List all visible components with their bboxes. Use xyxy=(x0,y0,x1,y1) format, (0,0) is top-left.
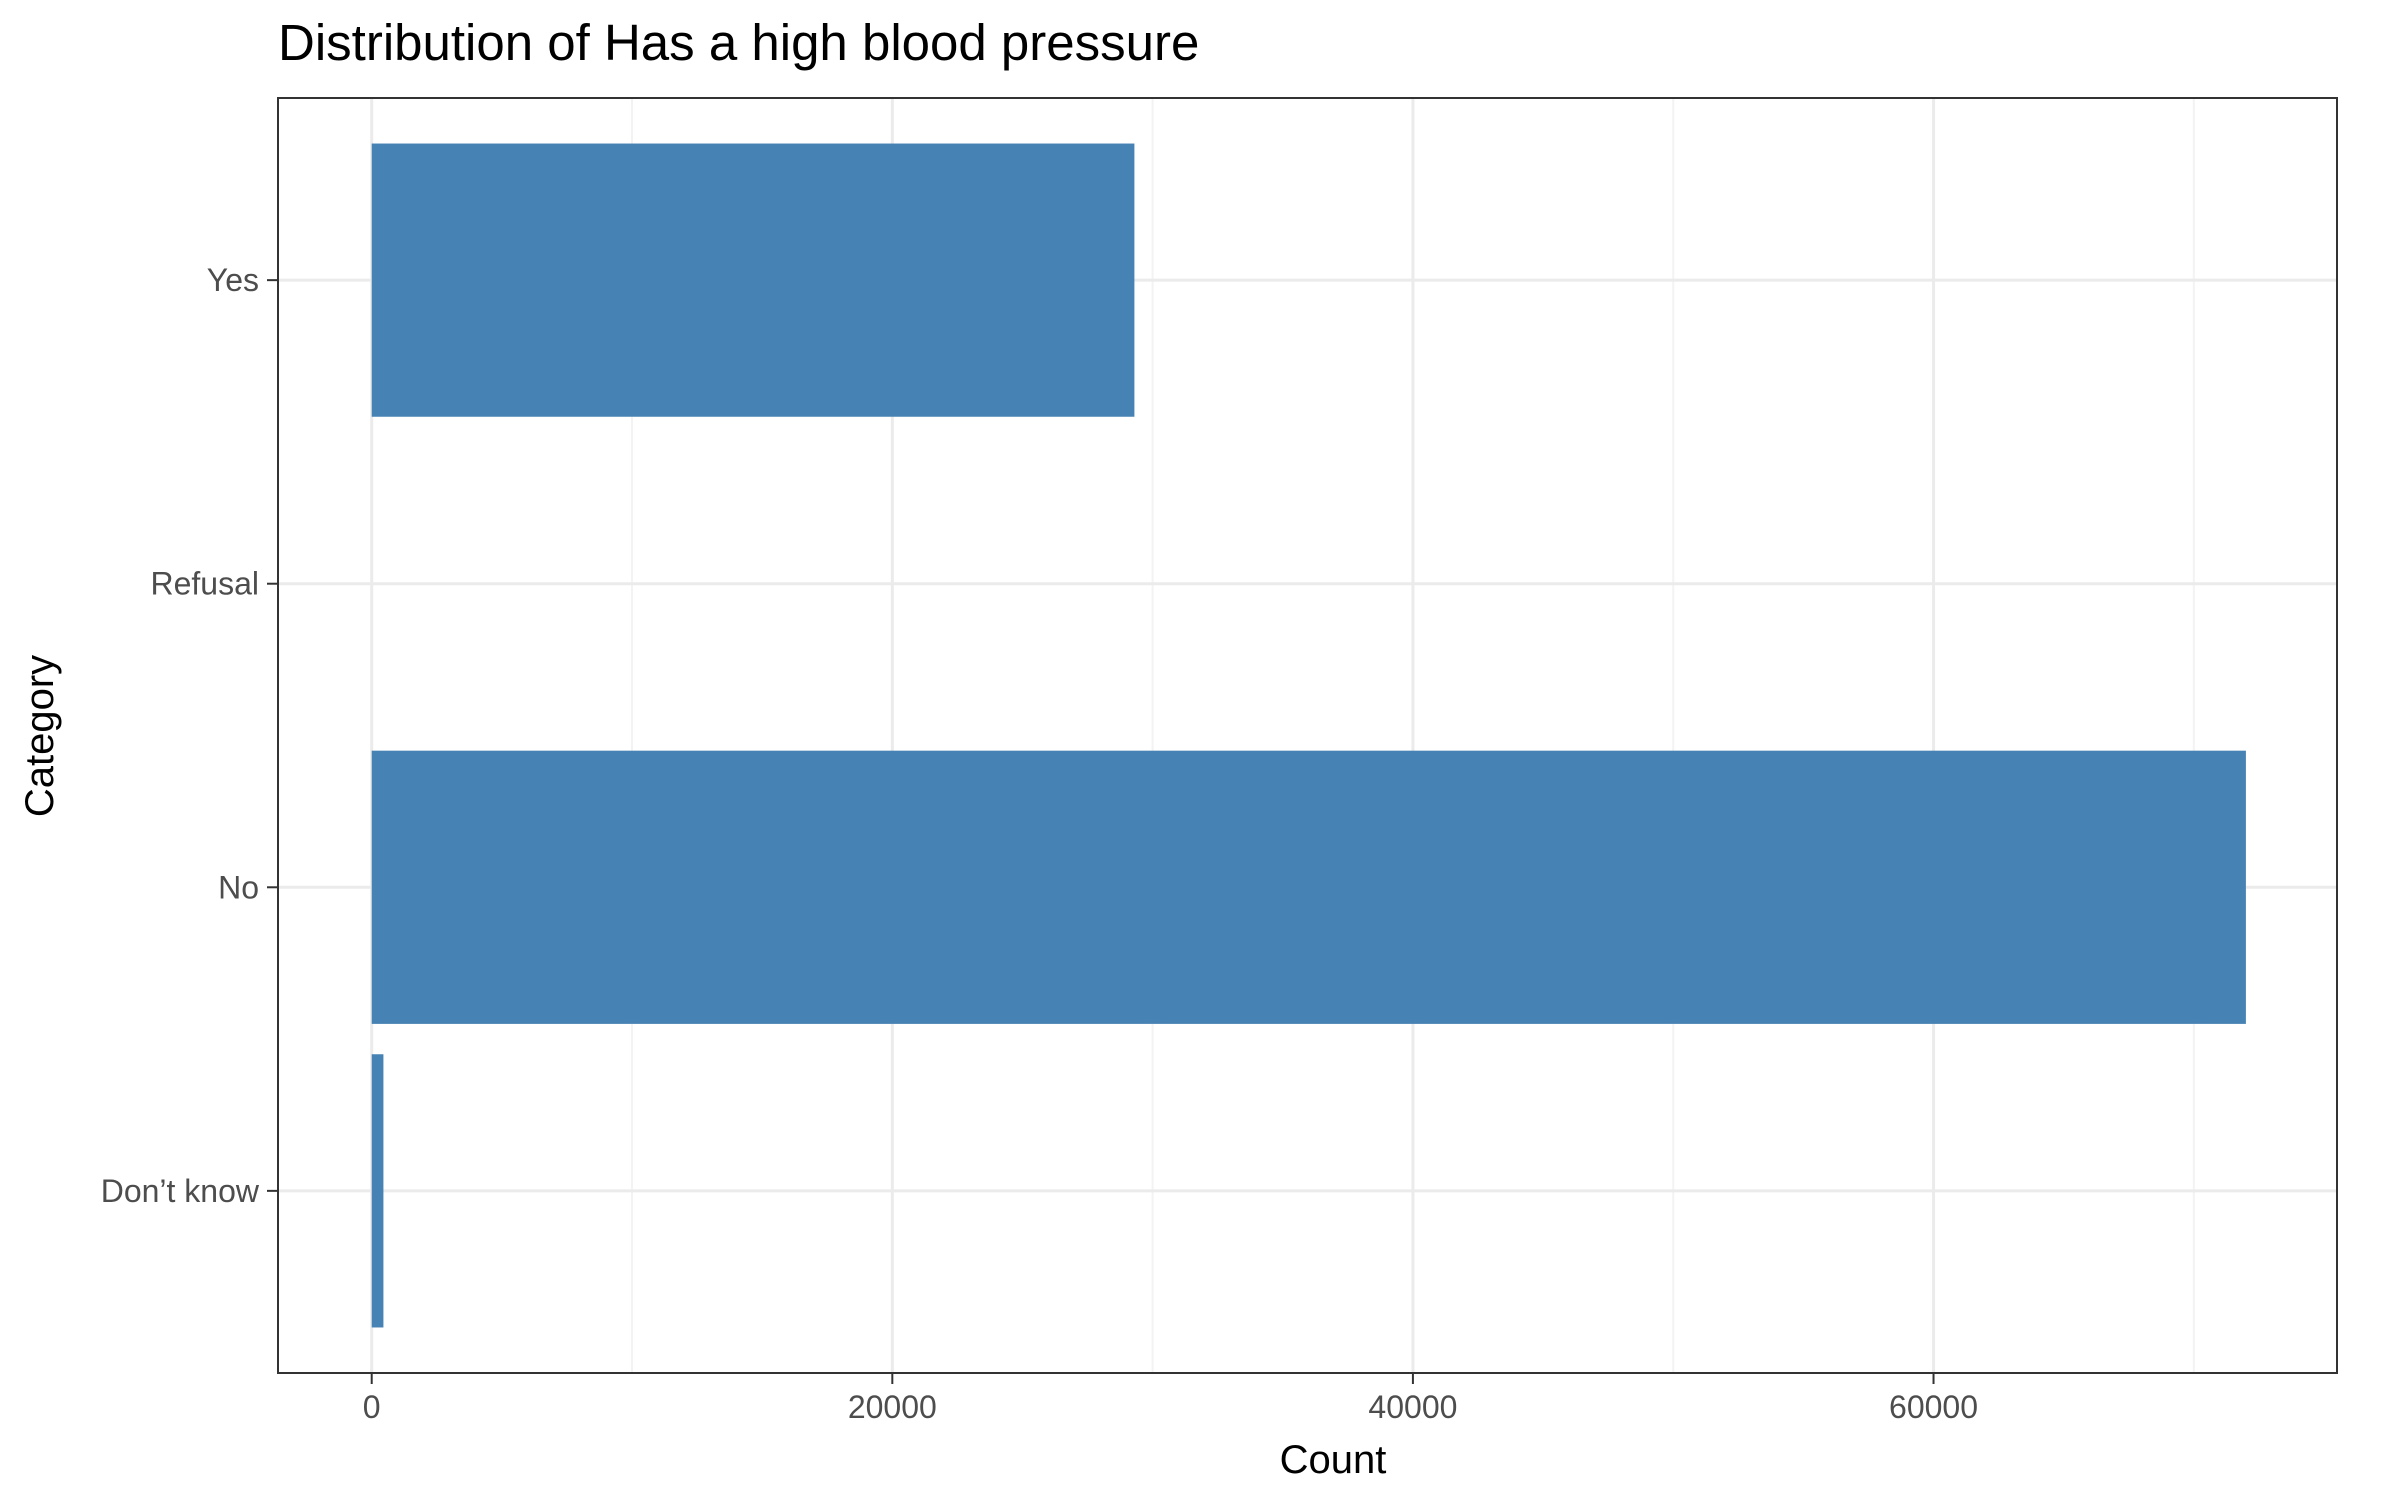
y-tick-label: Refusal xyxy=(151,566,260,602)
x-axis: 0 20000 40000 60000 xyxy=(363,1373,1978,1425)
y-axis-title: Category xyxy=(18,655,62,817)
y-tick-label: Yes xyxy=(207,262,259,298)
panel-border xyxy=(277,97,2338,1374)
bar-no xyxy=(371,750,2246,1024)
x-tick-label: 0 xyxy=(363,1389,381,1425)
bars xyxy=(371,143,2246,1328)
x-tick-label: 20000 xyxy=(848,1389,937,1425)
x-tick-label: 60000 xyxy=(1889,1389,1978,1425)
y-axis: Don’t know No Refusal Yes xyxy=(101,262,278,1209)
y-tick-label: Don’t know xyxy=(101,1173,260,1209)
y-tick-label: No xyxy=(218,869,259,905)
chart-title: Distribution of Has a high blood pressur… xyxy=(278,14,1199,71)
bar-don-t-know xyxy=(371,1054,384,1328)
x-axis-title: Count xyxy=(1280,1438,1387,1482)
bar-yes xyxy=(371,143,1135,417)
x-tick-label: 40000 xyxy=(1368,1389,1457,1425)
